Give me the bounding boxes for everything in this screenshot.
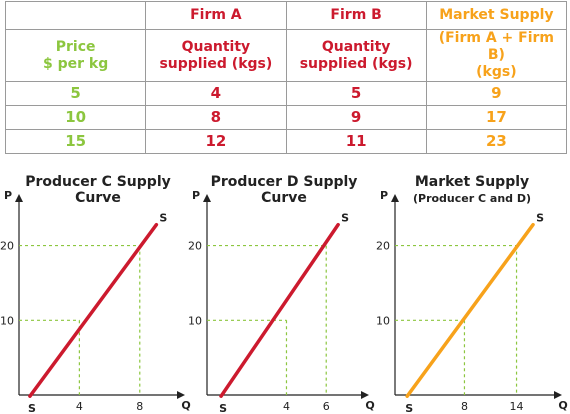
header-cell-market-supply: Market Supply [425,1,568,30]
x-axis-label: Q [365,399,374,412]
x-tick-label: 8 [461,400,468,413]
supply-curve [219,222,340,398]
x-tick-label: 4 [76,400,83,413]
x-axis-label: Q [558,399,567,412]
subheader-line: supplied (kgs) [299,55,413,72]
table-cell-market-supply: 17 [425,105,568,130]
x-tick-label: 14 [510,400,524,413]
table-row: 15 12 11 23 [4,129,568,154]
x-axis-arrow-icon [361,391,369,399]
chart-subtitle: (Producer C and D) [413,192,531,205]
subheader-line: Quantity [321,38,391,55]
x-tick-label: 8 [136,400,143,413]
chart-title: Market Supply [415,174,529,190]
chart-subtitle: Curve [75,190,121,206]
y-tick-label: 20 [376,240,390,253]
curve-end-label: S [159,212,167,225]
curve-end-label: S [341,212,349,225]
x-tick-label: 4 [283,400,290,413]
chart-title: Producer D Supply [211,174,358,190]
subheader-line: (kgs) [476,64,517,80]
y-axis-arrow-icon [203,194,211,202]
y-tick-label: 20 [188,240,202,253]
x-axis-arrow-icon [177,391,185,399]
table-cell-firm-b: 11 [285,129,427,154]
curve-end-label: S [536,212,544,225]
subheader-line: supplied (kgs) [159,55,273,72]
x-axis-arrow-icon [554,391,562,399]
subheader-line: Price [55,38,96,55]
supply-table: Firm A Firm B Market Supply Price $ per … [4,1,568,154]
table-cell-firm-a: 12 [145,129,287,154]
subheader-cell-firm-b: Quantity supplied (kgs) [285,29,427,82]
table-subheader-row: Price $ per kg Quantity supplied (kgs) Q… [4,29,568,82]
subheader-line: $ per kg [43,55,109,72]
y-axis-label: P [380,189,388,202]
curve-start-label: S [405,402,413,414]
curve-start-label: S [219,402,227,414]
curve-start-label: S [28,402,36,414]
subheader-cell-market-supply: (Firm A + Firm B) (kgs) [425,29,568,82]
table-cell-firm-a: 8 [145,105,287,130]
table-cell-price: 15 [4,129,147,154]
y-tick-label: 10 [376,314,390,327]
y-axis-label: P [4,189,12,202]
subheader-line: (Firm A + Firm B) [438,30,555,63]
x-tick-label: 6 [323,400,330,413]
chart-title: Producer C Supply [25,174,171,190]
y-axis-arrow-icon [391,194,399,202]
subheader-line: Quantity [181,38,251,55]
supply-curve [405,222,535,398]
table-cell-market-supply: 23 [425,129,568,154]
y-axis-arrow-icon [15,194,23,202]
y-tick-label: 10 [188,314,202,327]
y-axis-label: P [192,189,200,202]
table-row: 10 8 9 17 [4,105,568,130]
y-tick-label: 10 [0,314,14,327]
chart-subtitle: Curve [261,190,307,206]
supply-curve [28,222,159,398]
table-cell-market-supply: 9 [425,81,568,106]
y-tick-label: 20 [0,240,14,253]
x-axis-label: Q [181,399,190,412]
table-cell-price: 10 [4,105,147,130]
